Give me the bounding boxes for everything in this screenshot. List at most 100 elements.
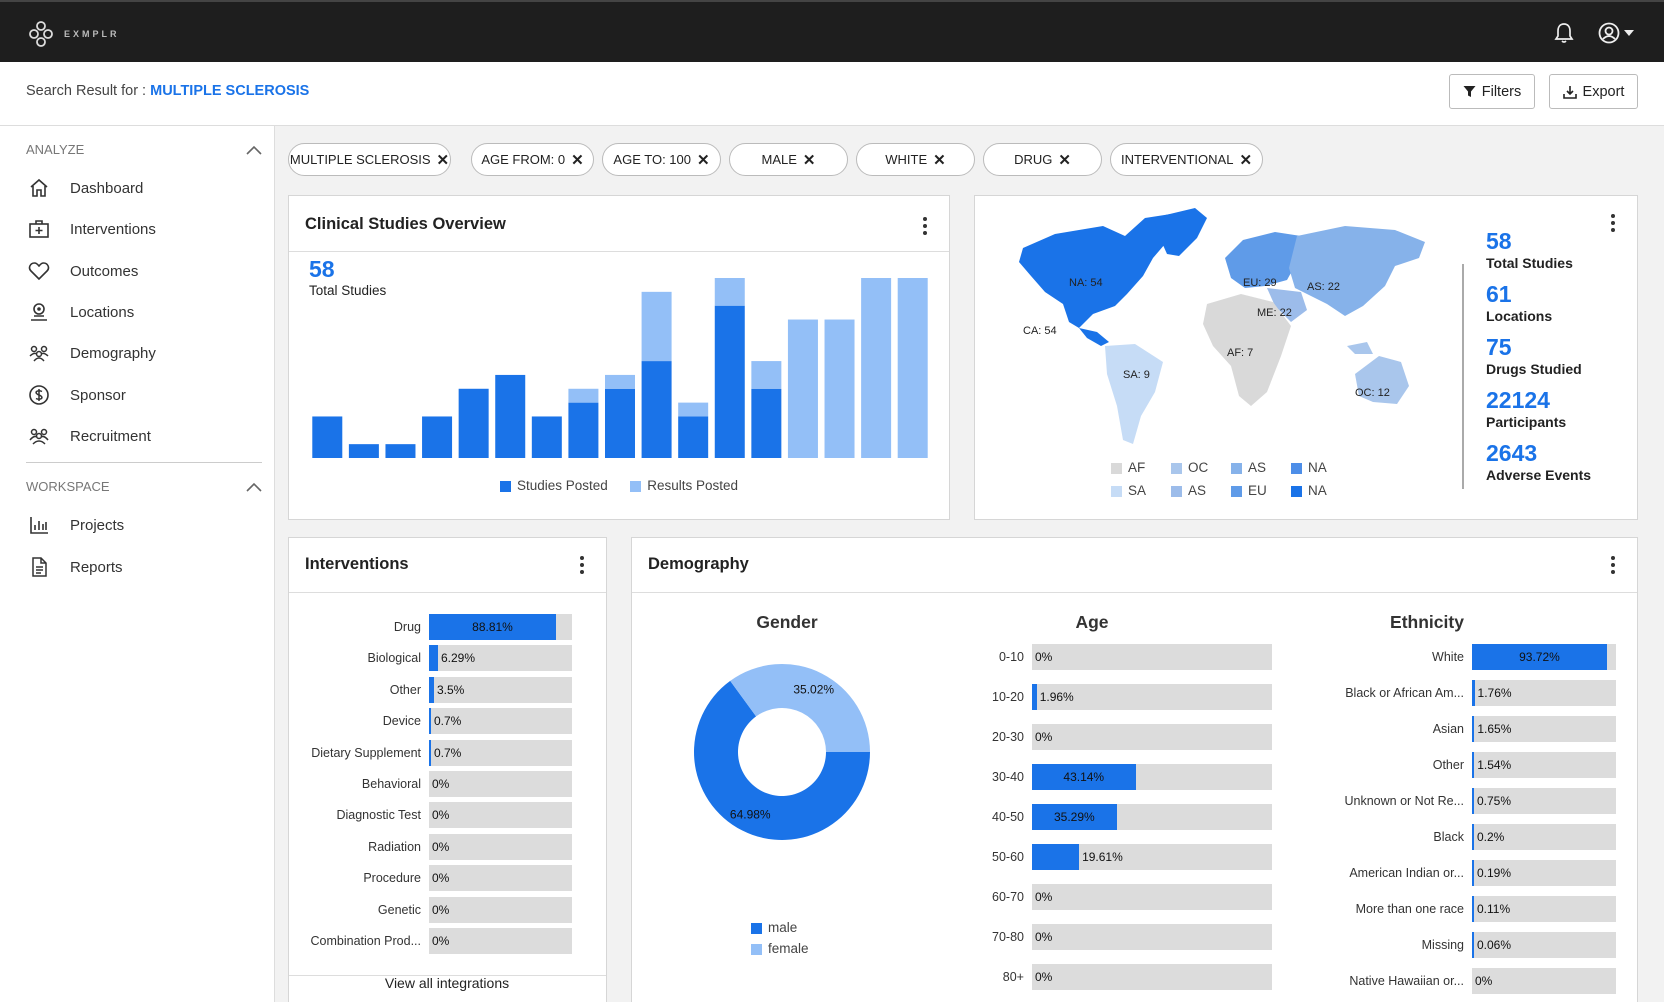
bar-label: Black: [1433, 830, 1464, 844]
bar-studies-posted[interactable]: [641, 361, 672, 458]
search-term-link[interactable]: MULTIPLE SCLEROSIS: [150, 83, 310, 99]
ethnicity-row: Other 1.54%: [1312, 752, 1616, 778]
logo-icon: [29, 21, 53, 47]
chip-label: MULTIPLE SCLEROSIS: [289, 152, 431, 167]
bar-results-posted[interactable]: [897, 278, 928, 458]
view-all-integrations-link[interactable]: View all integrations: [384, 975, 510, 991]
location-icon: [31, 303, 47, 321]
bar-value: 0.2%: [1477, 830, 1505, 844]
filters-button[interactable]: Filters: [1449, 74, 1535, 109]
more-options-icon[interactable]: [1611, 214, 1615, 232]
bar-value: 0.75%: [1477, 794, 1512, 808]
bar-studies-posted[interactable]: [422, 416, 453, 458]
gender-donut-chart: 64.98% 35.02%: [694, 664, 870, 840]
more-options-icon[interactable]: [580, 556, 584, 574]
bar-track: 6.29%: [429, 645, 572, 672]
bar-track: 1.54%: [1472, 752, 1616, 778]
brand-logo[interactable]: EXMPLR: [26, 19, 120, 49]
more-options-icon[interactable]: [923, 217, 927, 235]
sidebar-item-sponsor[interactable]: Sponsor: [28, 384, 126, 406]
kit-icon: [29, 220, 49, 238]
bar-studies-posted[interactable]: [348, 444, 379, 458]
map-legend-item: OC: [1171, 460, 1231, 475]
close-icon[interactable]: ✕: [933, 151, 946, 169]
donut-slice-female[interactable]: [730, 664, 870, 752]
bar-track: 0.7%: [429, 708, 572, 735]
bar-studies-posted[interactable]: [531, 416, 562, 458]
more-options-icon[interactable]: [1611, 556, 1615, 574]
bar-studies-posted[interactable]: [751, 388, 782, 458]
bar-results-posted[interactable]: [678, 402, 709, 417]
close-icon[interactable]: ✕: [1058, 151, 1071, 169]
user-menu-button[interactable]: [1598, 22, 1635, 44]
bar-value: 0%: [432, 839, 450, 854]
sidebar-item-dashboard[interactable]: Dashboard: [28, 177, 143, 199]
region-africa: [1203, 294, 1291, 406]
filter-chip-age-from[interactable]: AGE FROM: 0 ✕: [471, 143, 594, 176]
bar-studies-posted[interactable]: [678, 416, 709, 458]
notifications-button[interactable]: [1554, 22, 1574, 49]
age-row: 40-50 35.29%: [952, 804, 1272, 830]
bar-results-posted[interactable]: [751, 361, 782, 389]
bar-studies-posted[interactable]: [568, 402, 599, 458]
legend-swatch: [1231, 485, 1242, 497]
bar-track: 19.61%: [1032, 844, 1272, 870]
bar-results-posted[interactable]: [641, 291, 672, 362]
bar-studies-posted[interactable]: [385, 444, 416, 458]
sidebar-item-recruitment[interactable]: Recruitment: [28, 425, 151, 447]
donut-value-label: 35.02%: [793, 683, 834, 697]
analyze-section-header[interactable]: ANALYZE: [26, 142, 262, 157]
donut-slice-male[interactable]: [694, 680, 870, 840]
bar-studies-posted[interactable]: [604, 388, 636, 458]
export-button[interactable]: Export: [1549, 74, 1638, 109]
close-icon[interactable]: ✕: [436, 151, 450, 169]
close-icon[interactable]: ✕: [802, 151, 816, 169]
stat-value: 2643: [1486, 440, 1538, 466]
ethnicity-row: American Indian or... 0.19%: [1312, 860, 1616, 886]
filter-chip-interventional[interactable]: INTERVENTIONAL ✕: [1110, 143, 1263, 176]
sidebar-item-locations[interactable]: Locations: [28, 301, 134, 323]
legend-male: male: [751, 920, 809, 935]
bar-value: 0%: [1035, 970, 1053, 984]
filter-chip-male[interactable]: MALE ✕: [729, 143, 848, 176]
bar-studies-posted[interactable]: [714, 305, 745, 458]
sidebar-item-reports[interactable]: Reports: [28, 556, 123, 578]
stat-value: 58: [1486, 228, 1512, 254]
chip-label: INTERVENTIONAL: [1120, 152, 1234, 167]
sidebar-item-interventions[interactable]: Interventions: [28, 218, 156, 240]
bar-results-posted[interactable]: [824, 319, 855, 458]
filter-chip-multiple-sclerosis[interactable]: MULTIPLE SCLEROSIS ✕: [288, 143, 451, 176]
close-icon[interactable]: ✕: [1239, 151, 1253, 169]
bar-track: 0%: [429, 771, 572, 797]
filter-chip-white[interactable]: WHITE ✕: [856, 143, 975, 176]
bar-results-posted[interactable]: [714, 278, 745, 306]
age-row: 30-40 43.14%: [952, 764, 1272, 790]
region-oceania: [1355, 356, 1409, 404]
sidebar-item-label: Demography: [70, 344, 156, 362]
workspace-section-header[interactable]: WORKSPACE: [26, 479, 262, 494]
sidebar-item-outcomes[interactable]: Outcomes: [28, 260, 138, 282]
bar-results-posted[interactable]: [604, 374, 636, 389]
bar-results-posted[interactable]: [861, 278, 892, 458]
sidebar-item-demography[interactable]: Demography: [28, 342, 156, 364]
bar-value: 35.29%: [1053, 810, 1095, 824]
search-header: Search Result for : MULTIPLE SCLEROSIS F…: [0, 62, 1664, 126]
close-icon[interactable]: ✕: [696, 151, 710, 169]
bar-fill: [429, 708, 431, 735]
bar-studies-posted[interactable]: [312, 416, 343, 458]
close-icon[interactable]: ✕: [571, 151, 584, 169]
bar-results-posted[interactable]: [787, 319, 818, 458]
ethnicity-row: Black or African Am... 1.76%: [1312, 680, 1616, 706]
card-separator: [289, 251, 949, 252]
sidebar-item-label: Outcomes: [70, 262, 139, 280]
bar-studies-posted[interactable]: [495, 374, 526, 458]
bar-value: 0.11%: [1477, 902, 1511, 916]
bar-value: 0.19%: [1477, 866, 1512, 880]
bar-results-posted[interactable]: [568, 388, 599, 403]
total-studies-value: 58: [309, 256, 335, 282]
age-row: 20-30 0%: [952, 724, 1272, 750]
filter-chip-drug[interactable]: DRUG ✕: [983, 143, 1102, 176]
bar-studies-posted[interactable]: [458, 388, 489, 458]
sidebar-item-projects[interactable]: Projects: [28, 514, 124, 536]
filter-chip-age-to[interactable]: AGE TO: 100 ✕: [602, 143, 721, 176]
